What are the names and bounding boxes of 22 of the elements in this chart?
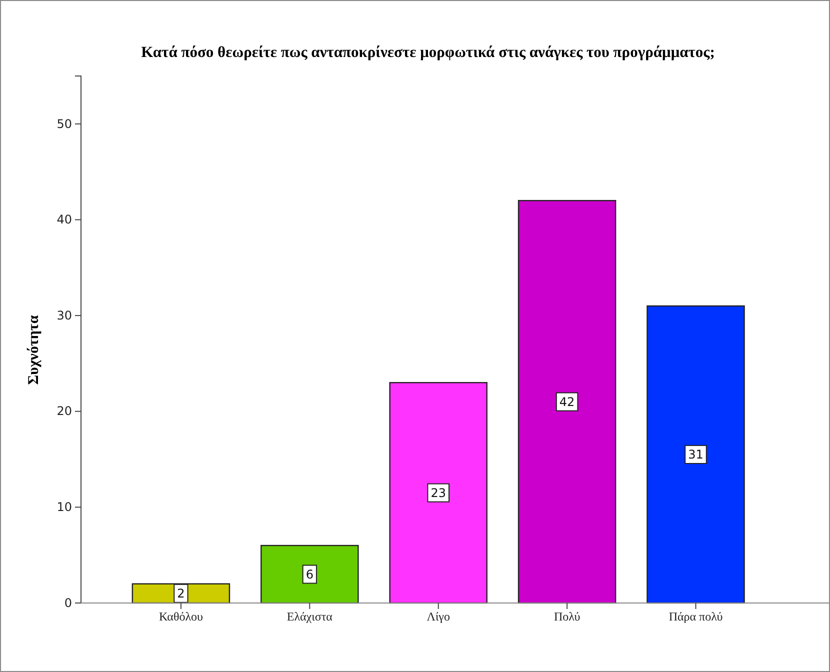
x-tick-label: Ελάχιστα [286, 610, 334, 624]
y-tick-label: 40 [56, 212, 72, 227]
data-label: 6 [306, 567, 314, 582]
bar [646, 305, 745, 604]
y-tick-label: 0 [64, 596, 72, 610]
data-label: 42 [559, 394, 575, 409]
x-tick-label: Καθόλου [158, 610, 204, 624]
data-label: 2 [177, 586, 185, 600]
bar [389, 382, 488, 604]
x-tick-label: Πολύ [554, 610, 580, 624]
chart-title: Κατά πόσο θεωρείτε πως ανταποκρίνεστε μορφωτικά στις ανάγκες του προγράμματος; [141, 44, 715, 61]
y-tick-label: 30 [56, 308, 72, 322]
x-tick-label: Πάρα πολύ [668, 610, 723, 624]
data-label: 31 [688, 447, 704, 462]
bar [518, 200, 616, 604]
y-tick-label: 20 [56, 404, 72, 418]
x-tick-label: Λίγο [426, 610, 450, 624]
y-axis-title: Συχνότητα [26, 314, 42, 385]
y-tick-label: 10 [56, 500, 72, 514]
data-label: 23 [430, 486, 446, 500]
y-tick-label: 50 [56, 116, 72, 131]
bar [260, 544, 359, 604]
